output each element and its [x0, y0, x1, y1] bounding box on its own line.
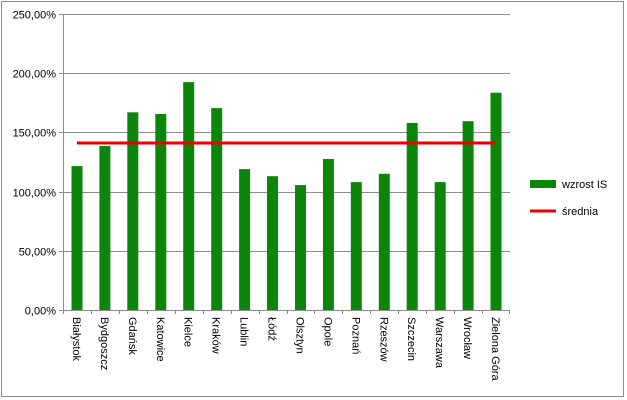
x-tick-label: Opole — [321, 317, 333, 346]
y-tick-label: 0,00% — [25, 306, 56, 318]
legend: wzrost IS średnia — [530, 179, 607, 218]
bar — [434, 182, 446, 310]
y-tick-label: 250,00% — [13, 10, 57, 22]
bar — [127, 112, 139, 310]
bar — [99, 146, 111, 310]
bar — [155, 114, 167, 310]
bar — [462, 121, 474, 310]
bar — [322, 159, 334, 310]
x-tick-label: Zielona Góra — [489, 317, 501, 381]
x-tick-label: Białystok — [70, 317, 82, 362]
x-tick-label: Lublin — [238, 317, 250, 346]
x-axis: Białystok Bydgoszcz Gdańsk Katowice Kielce Kr… — [63, 310, 510, 381]
bar — [490, 92, 502, 310]
x-tick-label: Poznań — [349, 317, 361, 354]
y-tick-label: 150,00% — [13, 128, 57, 140]
legend-swatch-bar — [530, 180, 556, 188]
bar — [406, 122, 418, 311]
bar — [267, 176, 278, 310]
bar — [211, 108, 223, 310]
x-tick-label: Kielce — [182, 317, 194, 347]
y-tick-label: 100,00% — [13, 188, 57, 200]
bar — [71, 166, 83, 310]
bar — [378, 173, 390, 310]
x-tick-label: Szczecin — [405, 317, 417, 361]
legend-label-line: średnia — [562, 206, 599, 218]
bar — [239, 169, 251, 310]
bar — [183, 82, 195, 310]
legend-label-bar: wzrost IS — [561, 179, 607, 191]
x-tick-label: Katowice — [154, 317, 166, 362]
bar — [295, 185, 306, 310]
x-tick-label: Gdańsk — [126, 317, 138, 355]
x-tick-label: Bydgoszcz — [98, 317, 110, 370]
x-tick-label: Rzeszów — [377, 317, 389, 362]
x-tick-label: Wrocław — [461, 317, 473, 359]
x-tick-label: Warszawa — [433, 317, 445, 369]
bar-series — [71, 82, 502, 311]
x-tick-label: Kraków — [210, 317, 222, 354]
x-tick-label: Łódź — [266, 317, 278, 341]
y-tick-label: 50,00% — [19, 247, 57, 259]
x-tick-label: Olsztyn — [294, 317, 306, 354]
y-axis: 0,00% 50,00% 100,00% 150,00% 200,00% 250,00% — [13, 10, 64, 318]
y-tick-label: 200,00% — [13, 69, 57, 81]
bar — [350, 182, 362, 310]
